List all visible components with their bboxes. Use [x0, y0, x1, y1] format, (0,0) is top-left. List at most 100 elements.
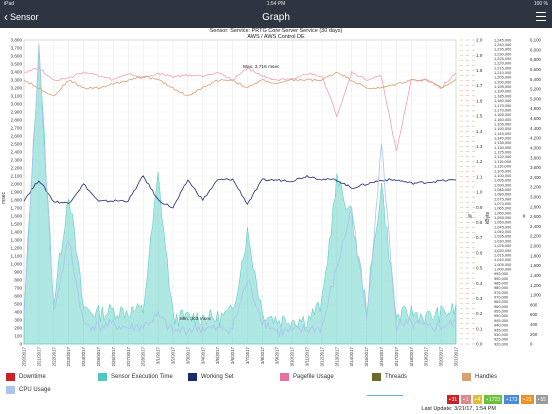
graph-container[interactable]: Sensor: Service: PRTG Core Server Servic…: [0, 28, 552, 370]
badge-count: 1: [465, 396, 469, 403]
y-left-tick: 1,500: [11, 222, 23, 227]
legend-swatch: [6, 386, 15, 394]
back-button[interactable]: ‹ Sensor: [4, 11, 39, 23]
legend-item-working-set[interactable]: Working Set: [188, 372, 234, 382]
y-left-tick: 400: [14, 310, 22, 315]
max-annotation: Max: 3,716 msec: [243, 64, 280, 70]
x-tick: 3/1/2017: [156, 346, 161, 364]
y-right3-tick: 4,000: [530, 145, 542, 150]
y-right2-tick: 975,000: [494, 290, 509, 295]
x-tick: 3/12/2017: [319, 346, 324, 366]
legend-label: Downtime: [19, 374, 46, 380]
paused-badge[interactable]: ▪ 173: [504, 395, 520, 404]
y-left-tick: 2,700: [11, 126, 23, 131]
y-right2-tick: 1,070,000: [494, 201, 512, 206]
series-line-handles: [23, 71, 457, 97]
y-right1-tick: 0.6: [476, 250, 483, 255]
y-left-tick: 0: [19, 342, 22, 347]
y-left-tick: 3,800: [11, 38, 23, 43]
y-right3-tick: 5,600: [530, 67, 542, 72]
y-right3-tick: 400: [530, 322, 538, 327]
y-right2-tick: 1,185,000: [494, 93, 512, 98]
down-ack-badge[interactable]: ▪ 1: [461, 395, 471, 404]
y-right3-tick: 2,200: [530, 234, 542, 239]
x-tick: 3/11/2017: [305, 346, 310, 366]
y-right2-tick: 1,180,000: [494, 98, 512, 103]
status-icon: ▪: [486, 396, 489, 403]
legend-label: Pagefile Usage: [293, 374, 334, 380]
x-tick: 3/9/2017: [275, 346, 280, 364]
y-left-tick: 2,500: [11, 142, 23, 147]
y-right2-tick: 1,025,000: [494, 243, 512, 248]
y-right2-tick: 1,100,000: [494, 173, 512, 178]
y-right2-unit: kByte: [485, 212, 491, 225]
y-right3-tick: 3,000: [530, 195, 542, 200]
y-right2-tick: 940,000: [494, 323, 509, 328]
legend-item-threads[interactable]: Threads: [372, 372, 407, 382]
legend-item-cpu-usage[interactable]: CPU Usage: [6, 385, 51, 395]
y-right1-tick: 1.3: [476, 144, 483, 149]
y-right3-tick: 6,100: [530, 38, 542, 43]
up-badge[interactable]: ▪ 1723: [484, 395, 503, 404]
x-tick: 3/2/2017: [170, 346, 175, 364]
y-right2-tick: 1,150,000: [494, 126, 512, 131]
y-left-tick: 2,200: [11, 166, 23, 171]
y-left-tick: 1,900: [11, 190, 23, 195]
y-right2-tick: 1,040,000: [494, 229, 512, 234]
unusual-badge[interactable]: ▪ 21: [521, 395, 534, 404]
y-left-tick: 600: [14, 294, 22, 299]
nav-bar: ‹ Sensor Graph: [0, 8, 552, 28]
x-tick: 3/3/2017: [185, 346, 190, 364]
y-right1-tick: 1.5: [476, 114, 483, 119]
status-icon: ▪: [474, 396, 477, 403]
x-tick: 3/5/2017: [215, 346, 220, 364]
y-right2-tick: 1,175,000: [494, 103, 512, 108]
y-right3-tick: 4,600: [530, 116, 542, 121]
y-right2-tick: 1,015,000: [494, 252, 512, 257]
y-right2-tick: 970,000: [494, 295, 509, 300]
y-right2-tick: 1,125,000: [494, 150, 512, 155]
sensor-graph[interactable]: Sensor: Service: PRTG Core Server Servic…: [0, 28, 552, 370]
y-right2-tick: 1,120,000: [494, 154, 512, 159]
y-left-tick: 3,500: [11, 62, 23, 67]
legend-item-handles[interactable]: Handles: [462, 372, 497, 382]
y-left-tick: 3,600: [11, 54, 23, 59]
y-right3-tick: 1,200: [530, 283, 542, 288]
legend-swatch: [462, 373, 471, 381]
y-right2-tick: 960,000: [494, 304, 509, 309]
chevron-left-icon: ‹: [4, 10, 8, 24]
y-right3-tick: 4,400: [530, 126, 542, 131]
y-right2-tick: 1,135,000: [494, 140, 512, 145]
y-left-tick: 3,100: [11, 94, 23, 99]
y-right2-tick: 1,055,000: [494, 215, 512, 220]
series-line-cpu-usage: [23, 43, 457, 338]
y-right3-tick: 2,800: [530, 204, 542, 209]
clock: 1:54 PM: [266, 1, 286, 7]
y-right3-tick: 6,000: [530, 47, 542, 52]
y-right2-tick: 1,010,000: [494, 257, 512, 262]
legend-item-downtime[interactable]: Downtime: [6, 372, 46, 382]
unknown-badge[interactable]: ▪ 55: [535, 395, 548, 404]
menu-icon[interactable]: [536, 12, 546, 21]
y-left-tick: 700: [14, 286, 22, 291]
y-right2-tick: 1,200,000: [494, 79, 512, 84]
y-right2-tick: 950,000: [494, 313, 509, 318]
y-right3-tick: 1,800: [530, 253, 542, 258]
y-right1-tick: 0.3: [476, 296, 483, 301]
y-right3-tick: 5,200: [530, 87, 542, 92]
y-right2-tick: 1,050,000: [494, 220, 512, 225]
legend-item-sensor-execution-time[interactable]: Sensor Execution Time: [98, 372, 173, 382]
y-left-tick: 2,900: [11, 110, 23, 115]
y-right2-tick: 985,000: [494, 281, 509, 286]
y-right1-tick: 2.0: [476, 38, 483, 43]
y-left-tick: 3,400: [11, 70, 23, 75]
y-left-tick: 500: [14, 302, 22, 307]
x-tick: 2/20/2017: [22, 346, 27, 366]
x-tick: 2/28/2017: [141, 346, 146, 366]
down-badge[interactable]: ▪ 31: [446, 395, 460, 404]
y-right2-tick: 1,075,000: [494, 196, 512, 201]
legend-item-pagefile-usage[interactable]: Pagefile Usage: [280, 372, 334, 382]
badge-count: 4: [477, 396, 481, 403]
status-icon: ▪: [448, 396, 451, 403]
warning-badge[interactable]: ▪ 4: [472, 395, 483, 404]
